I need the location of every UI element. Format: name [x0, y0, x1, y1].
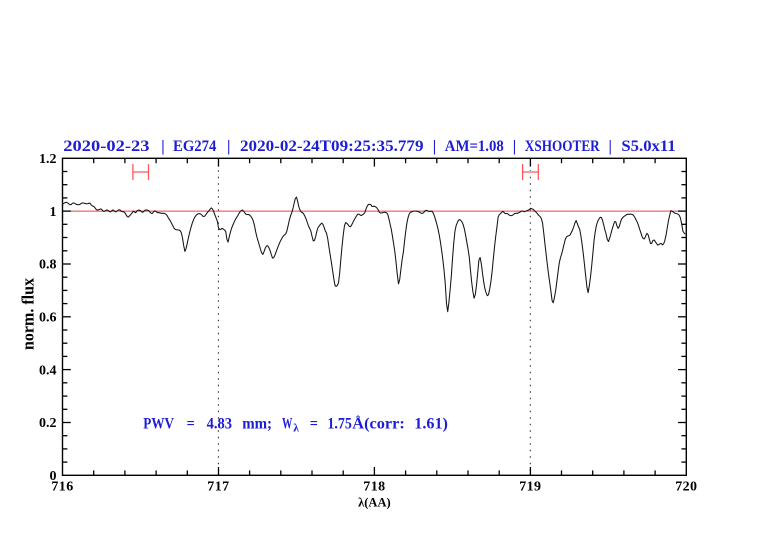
svg-text:0.2: 0.2 [39, 416, 57, 431]
svg-text:2020-02-23|EG274|2020-02-24T09: 2020-02-23 | EG274 | 2020-02-24T09:25:35.779… [63, 138, 675, 155]
svg-text:0.8: 0.8 [39, 258, 57, 273]
svg-text:0.6: 0.6 [39, 311, 57, 326]
svg-text:1: 1 [50, 205, 57, 220]
svg-text:716: 716 [51, 480, 73, 495]
svg-text:0: 0 [50, 469, 57, 484]
svg-text:720: 720 [675, 480, 697, 495]
svg-text:0.4: 0.4 [39, 363, 57, 378]
svg-text:719: 719 [519, 480, 541, 495]
svg-text:λ(AA): λ(AA) [358, 496, 391, 510]
svg-text:norm. flux: norm. flux [19, 277, 38, 350]
svg-text:717: 717 [207, 480, 229, 495]
svg-text:1.2: 1.2 [39, 152, 57, 167]
svg-text:718: 718 [363, 480, 385, 495]
